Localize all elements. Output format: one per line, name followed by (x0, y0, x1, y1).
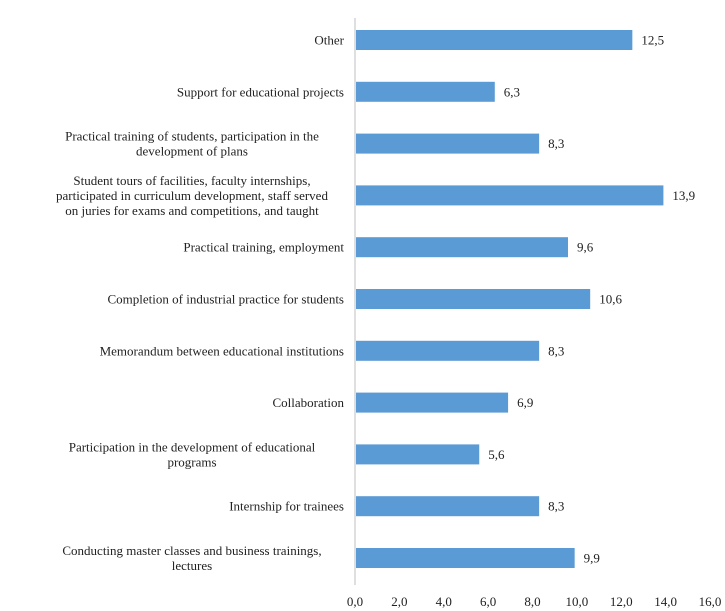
x-tick-label: 2,0 (391, 594, 407, 609)
category-label-line: Completion of industrial practice for st… (108, 292, 344, 307)
x-tick-label: 8,0 (524, 594, 540, 609)
category-label: Memorandum between educational instituti… (100, 343, 344, 358)
category-label: Internship for trainees (229, 499, 344, 514)
category-label-line: Conducting master classes and business t… (62, 543, 321, 558)
category-label-line: Support for educational projects (177, 84, 344, 99)
category-labels: Other Support for educational projects Pra… (56, 33, 345, 574)
category-label: Practical training of students, particip… (65, 129, 319, 159)
category-label: Other (314, 33, 344, 48)
category-label-line: lectures (172, 558, 212, 573)
category-label: Practical training, employment (183, 240, 344, 255)
category-label-line: Participation in the development of educ… (69, 439, 316, 454)
x-tick-label: 0,0 (347, 594, 363, 609)
value-label: 5,6 (488, 447, 505, 462)
bar (356, 496, 540, 517)
x-axis: 0,0 2,0 4,0 6,0 8,0 10,0 12,0 14,0 16,0 (347, 18, 722, 609)
bar (356, 444, 480, 465)
bar (356, 30, 633, 50)
category-label-line: Other (314, 33, 344, 48)
bar (356, 289, 591, 309)
value-labels: 12,5 6,3 8,3 13,9 9,6 10,6 8,3 6,9 5,6 8,3 9,9 (488, 33, 695, 566)
bar (356, 548, 575, 568)
bar (356, 133, 540, 154)
bar (356, 392, 509, 413)
category-label: Collaboration (273, 395, 345, 410)
value-label: 6,3 (504, 84, 520, 99)
category-label-line: development of plans (136, 144, 248, 159)
value-label: 8,3 (548, 136, 564, 151)
value-label: 6,9 (517, 395, 533, 410)
x-tick-label: 14,0 (654, 594, 677, 609)
x-tick-label: 16,0 (699, 594, 722, 609)
x-tick-label: 12,0 (610, 594, 633, 609)
bar (356, 237, 568, 258)
value-label: 13,9 (672, 188, 695, 203)
category-label: Participation in the development of educ… (69, 439, 316, 469)
value-label: 9,9 (584, 551, 600, 566)
x-tick-label: 4,0 (436, 594, 452, 609)
category-label-line: Collaboration (273, 395, 345, 410)
category-label-line: on juries for exams and competitions, an… (65, 203, 319, 218)
value-label: 9,6 (577, 240, 594, 255)
category-label: Conducting master classes and business t… (62, 543, 321, 573)
value-label: 8,3 (548, 499, 564, 514)
category-label-line: programs (167, 454, 216, 469)
category-label-line: participated in curriculum development, … (56, 188, 328, 203)
category-label-line: Student tours of facilities, faculty int… (73, 173, 310, 188)
category-label: Completion of industrial practice for st… (108, 292, 344, 307)
value-label: 10,6 (599, 292, 622, 307)
category-label-line: Memorandum between educational instituti… (100, 343, 344, 358)
value-label: 8,3 (548, 343, 564, 358)
x-tick-label: 6,0 (480, 594, 496, 609)
value-label: 12,5 (641, 33, 664, 48)
bar (356, 340, 540, 361)
bar (356, 81, 495, 102)
category-label: Student tours of facilities, faculty int… (56, 173, 328, 218)
category-label: Support for educational projects (177, 84, 344, 99)
x-tick-label: 10,0 (566, 594, 589, 609)
bars-layer (356, 30, 664, 568)
category-label-line: Internship for trainees (229, 499, 344, 514)
bar (356, 185, 664, 206)
category-label-line: Practical training of students, particip… (65, 129, 319, 144)
category-label-line: Practical training, employment (183, 240, 344, 255)
